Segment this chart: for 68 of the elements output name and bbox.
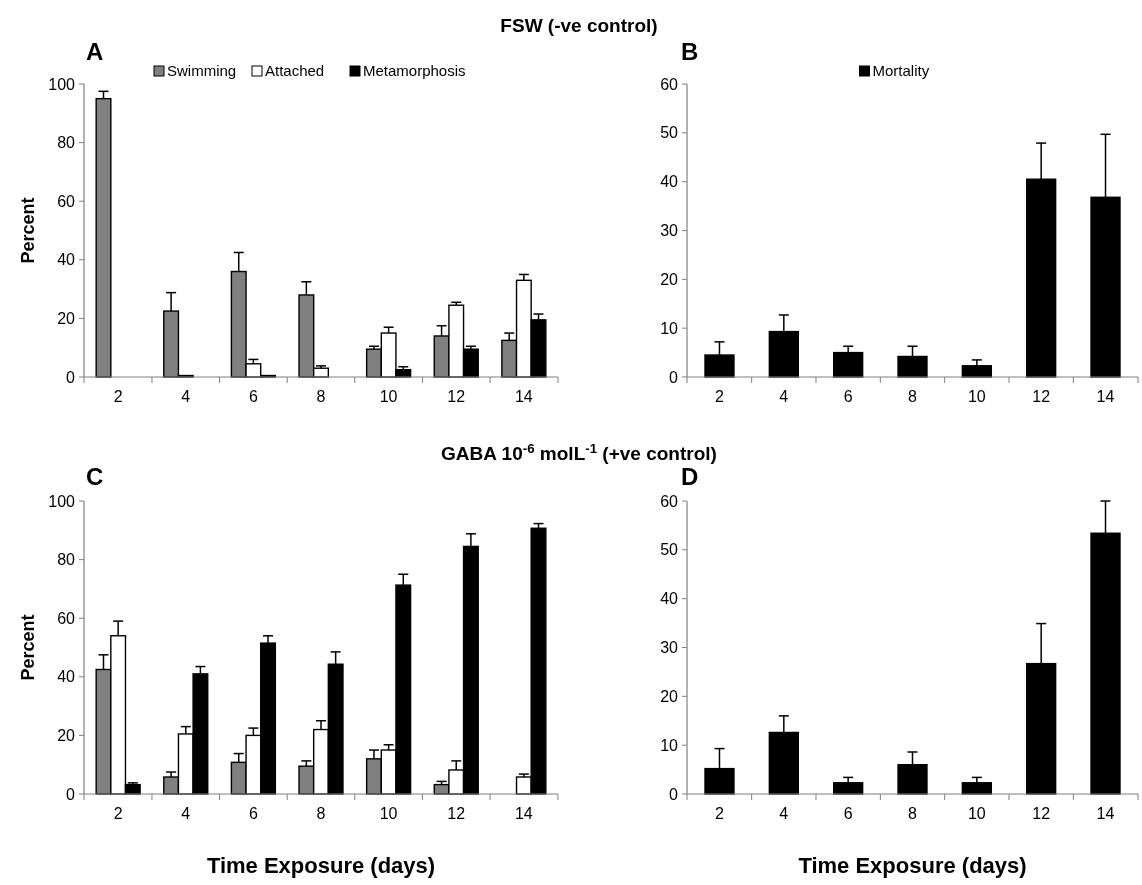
y-tick-label: 20: [57, 310, 76, 327]
x-tick-label: 4: [779, 805, 789, 822]
x-tick-label: 2: [715, 388, 725, 405]
x-tick-label: 4: [181, 805, 191, 822]
y-tick-label: 50: [660, 124, 679, 142]
x-tick-label: 14: [514, 805, 533, 822]
chart-title: FSW (-ve control): [500, 15, 658, 36]
text: C: [86, 463, 104, 490]
x-tick-label: 10: [967, 805, 986, 822]
x-tick-label: 2: [113, 388, 123, 405]
x-axis-title: Time Exposure (days): [206, 853, 436, 878]
y-tick-label: 10: [660, 319, 679, 337]
x-tick-label: 6: [843, 805, 853, 822]
legend-label: Metamorphosis: [363, 62, 466, 79]
y-tick-label: 0: [66, 785, 76, 803]
y-tick-label: 0: [66, 368, 76, 386]
y-tick-label: 0: [669, 785, 679, 803]
x-tick-label: 6: [248, 805, 258, 822]
legend-label: Swimming: [167, 62, 237, 79]
y-tick-label: 60: [57, 192, 76, 210]
x-tick-label: 14: [514, 388, 533, 405]
x-tick-label: 10: [379, 388, 398, 405]
y-tick-label: 40: [57, 251, 76, 269]
y-tick-label: 20: [57, 727, 76, 744]
y-tick-label: 60: [660, 492, 679, 510]
x-tick-label: 10: [967, 388, 986, 405]
y-tick-label: 80: [57, 551, 76, 569]
y-tick-label: 40: [660, 590, 679, 608]
y-tick-label: 40: [57, 668, 76, 686]
x-tick-label: 8: [908, 805, 918, 822]
x-tick-label: 14: [1096, 388, 1115, 405]
x-tick-label: 10: [379, 805, 398, 822]
y-tick-label: 30: [660, 222, 679, 240]
x-tick-label: 8: [316, 388, 326, 405]
y-axis-title: Percent: [18, 197, 38, 264]
y-tick-label: 100: [48, 75, 76, 93]
x-tick-label: 6: [843, 388, 853, 405]
y-tick-label: 60: [57, 609, 76, 627]
legend-label: Mortality: [872, 62, 930, 79]
x-tick-label: 12: [1032, 388, 1051, 405]
x-tick-label: 2: [113, 805, 123, 822]
chart-title: GABA 10$^{-6}$ molL$^{-1}$ (+ve control): [441, 440, 717, 464]
x-tick-label: 8: [316, 805, 326, 822]
x-tick-label: 12: [1032, 805, 1051, 822]
x-tick-label: 8: [908, 388, 918, 405]
y-tick-label: 50: [660, 541, 679, 559]
y-tick-label: 0: [669, 368, 679, 386]
text: D: [681, 463, 699, 490]
y-tick-label: 80: [57, 134, 76, 152]
x-tick-label: 14: [1096, 805, 1115, 822]
y-tick-label: 40: [660, 173, 679, 191]
x-tick-label: 4: [779, 388, 789, 405]
x-tick-label: 2: [715, 805, 725, 822]
legend-label: Attached: [265, 62, 325, 79]
x-axis-title: Time Exposure (days): [798, 853, 1027, 878]
x-tick-label: 6: [248, 388, 258, 405]
text: A: [86, 38, 104, 65]
y-tick-label: 20: [660, 270, 679, 288]
y-tick-label: 60: [660, 75, 679, 93]
x-tick-label: 12: [447, 388, 466, 405]
y-tick-label: 30: [660, 639, 679, 657]
x-tick-label: 12: [447, 805, 466, 822]
text: B: [681, 38, 699, 65]
y-axis-title: Percent: [18, 614, 38, 681]
x-tick-label: 4: [181, 388, 191, 405]
y-tick-label: 20: [660, 687, 679, 705]
y-tick-label: 100: [48, 492, 76, 510]
y-tick-label: 10: [660, 736, 679, 754]
